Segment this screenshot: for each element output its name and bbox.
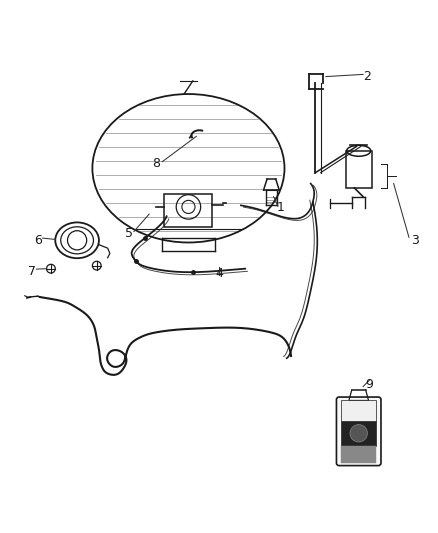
FancyBboxPatch shape bbox=[341, 446, 376, 463]
Text: 4: 4 bbox=[215, 266, 223, 279]
Text: 1: 1 bbox=[276, 201, 284, 214]
Text: 5: 5 bbox=[126, 227, 134, 240]
Text: 3: 3 bbox=[412, 234, 420, 247]
Text: 9: 9 bbox=[366, 378, 374, 391]
FancyBboxPatch shape bbox=[336, 397, 381, 466]
Text: 2: 2 bbox=[364, 70, 371, 83]
Circle shape bbox=[350, 425, 367, 442]
Text: 6: 6 bbox=[34, 234, 42, 247]
FancyBboxPatch shape bbox=[341, 422, 376, 446]
Text: 7: 7 bbox=[28, 265, 36, 278]
Text: 8: 8 bbox=[152, 157, 160, 171]
FancyBboxPatch shape bbox=[341, 400, 376, 422]
